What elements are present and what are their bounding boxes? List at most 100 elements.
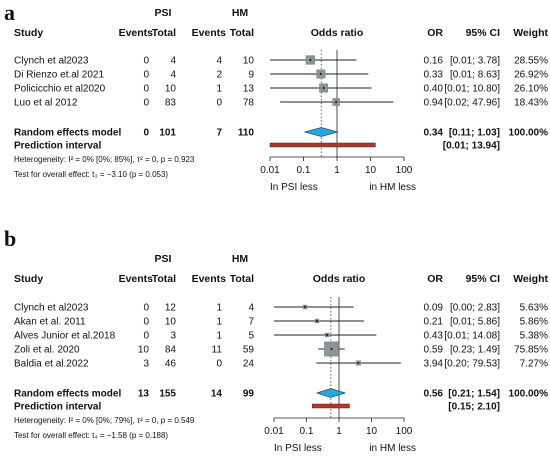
study-name: Akan et al. 2011 [14, 317, 86, 328]
col-header-total2: Total [230, 273, 254, 285]
summary-events1: 0 [143, 128, 149, 139]
study-events2: 1 [216, 84, 222, 95]
x-axis-tick-label: 100 [396, 426, 413, 437]
study-weight: 28.55% [514, 56, 548, 67]
study-or: 0.43 [424, 331, 444, 342]
summary-weight: 100.00% [509, 389, 549, 400]
study-events2: 0 [216, 359, 222, 370]
study-total2: 4 [248, 303, 254, 314]
study-point-estimate [325, 333, 329, 337]
summary-ci: [0.21; 1.54] [448, 389, 500, 400]
col-header-or: OR [427, 27, 443, 39]
overall-effect-test: Test for overall effect: t₄ = −1.58 (p =… [14, 431, 168, 440]
study-events1: 10 [138, 345, 150, 356]
study-weight: 5.86% [520, 317, 548, 328]
study-point-estimate [315, 319, 319, 323]
summary-or: 0.34 [424, 128, 444, 139]
study-total2: 5 [248, 331, 254, 342]
study-point-estimate [319, 72, 322, 76]
study-events2: 2 [216, 70, 222, 81]
summary-label: Random effects model [14, 128, 121, 139]
study-events1: 0 [143, 56, 149, 67]
summary-diamond [303, 127, 339, 137]
summary-ci: [0.11; 1.03] [449, 128, 500, 139]
col-header-weight: Weight [513, 27, 548, 39]
study-total2: 78 [243, 98, 255, 109]
favours-right-label: in HM less [369, 443, 416, 454]
x-axis-tick-label: 10 [365, 165, 377, 176]
col-header-events1: Events [119, 27, 154, 39]
study-events2: 1 [216, 317, 222, 328]
study-weight: 7.27% [520, 359, 548, 370]
study-events2: 0 [216, 98, 222, 109]
summary-total1: 155 [159, 389, 176, 400]
study-events1: 0 [143, 317, 149, 328]
summary-total2: 99 [243, 389, 255, 400]
study-total2: 59 [243, 345, 255, 356]
study-events1: 0 [143, 303, 149, 314]
prediction-ci: [0.01; 13.94] [443, 141, 500, 152]
prediction-label: Prediction interval [14, 402, 101, 413]
study-weight: 18.43% [514, 98, 548, 109]
col-header-total1: Total [152, 273, 176, 285]
favours-left-label: In PSI less [270, 182, 318, 193]
x-axis-tick-label: 0.1 [297, 165, 311, 176]
study-ci: [0.01; 14.08] [444, 331, 500, 342]
study-ci: [0.02; 47.96] [444, 98, 500, 109]
study-total2: 7 [248, 317, 254, 328]
study-events2: 1 [216, 303, 222, 314]
study-events2: 1 [216, 331, 222, 342]
study-events2: 4 [216, 56, 222, 67]
study-events1: 0 [143, 70, 149, 81]
col-header-events2: Events [192, 273, 227, 285]
heterogeneity-text: Heterogeneity: I² = 0% [0%; 79%], τ² = 0… [14, 416, 195, 425]
col-header-ci: 95% CI [466, 273, 501, 285]
study-name: Clynch et al2023 [14, 56, 89, 67]
study-events1: 0 [143, 98, 149, 109]
summary-diamond [315, 388, 347, 398]
summary-total1: 101 [159, 128, 176, 139]
study-total2: 13 [243, 84, 255, 95]
study-total2: 9 [248, 70, 254, 81]
heterogeneity-text: Heterogeneity: I² = 0% [0%; 85%], τ² = 0… [14, 155, 195, 164]
study-weight: 75.85% [514, 345, 548, 356]
study-name: Clynch et al2023 [14, 303, 89, 314]
study-point-estimate [330, 347, 333, 351]
summary-or: 0.56 [424, 389, 444, 400]
summary-total2: 110 [238, 128, 255, 139]
study-weight: 26.10% [514, 84, 548, 95]
study-ci: [0.01; 10.80] [444, 84, 500, 95]
x-axis-tick-label: 100 [396, 165, 413, 176]
study-name: Policicchio et al2020 [14, 84, 106, 95]
x-axis-tick-label: 0.01 [264, 426, 284, 437]
study-point-estimate [334, 100, 338, 104]
prediction-interval-bar [311, 403, 350, 409]
col-header-ci: 95% CI [466, 27, 501, 39]
study-point-estimate [309, 58, 312, 62]
study-or: 3.94 [424, 359, 444, 370]
study-point-estimate [303, 305, 307, 309]
study-total1: 46 [165, 359, 177, 370]
col-header-total2: Total [230, 27, 254, 39]
group1-header: PSI [155, 7, 172, 19]
study-total1: 83 [165, 98, 177, 109]
summary-events2: 7 [216, 128, 222, 139]
study-total2: 24 [243, 359, 255, 370]
study-total1: 12 [165, 303, 177, 314]
col-header-events2: Events [192, 27, 227, 39]
col-header-plot: Odds ratio [313, 273, 366, 285]
study-name: Alves Junior et al.2018 [14, 331, 116, 342]
study-weight: 5.38% [520, 331, 548, 342]
study-name: Luo et al 2012 [14, 98, 78, 109]
x-axis-tick-label: 0.1 [300, 426, 314, 437]
col-header-study: Study [14, 273, 43, 285]
summary-weight: 100.00% [509, 128, 549, 139]
study-total2: 10 [243, 56, 255, 67]
study-ci: [0.00; 2.83] [450, 303, 500, 314]
study-events1: 0 [143, 84, 149, 95]
study-point-estimate [357, 361, 360, 365]
summary-label: Random effects model [14, 389, 121, 400]
summary-events1: 13 [138, 389, 150, 400]
